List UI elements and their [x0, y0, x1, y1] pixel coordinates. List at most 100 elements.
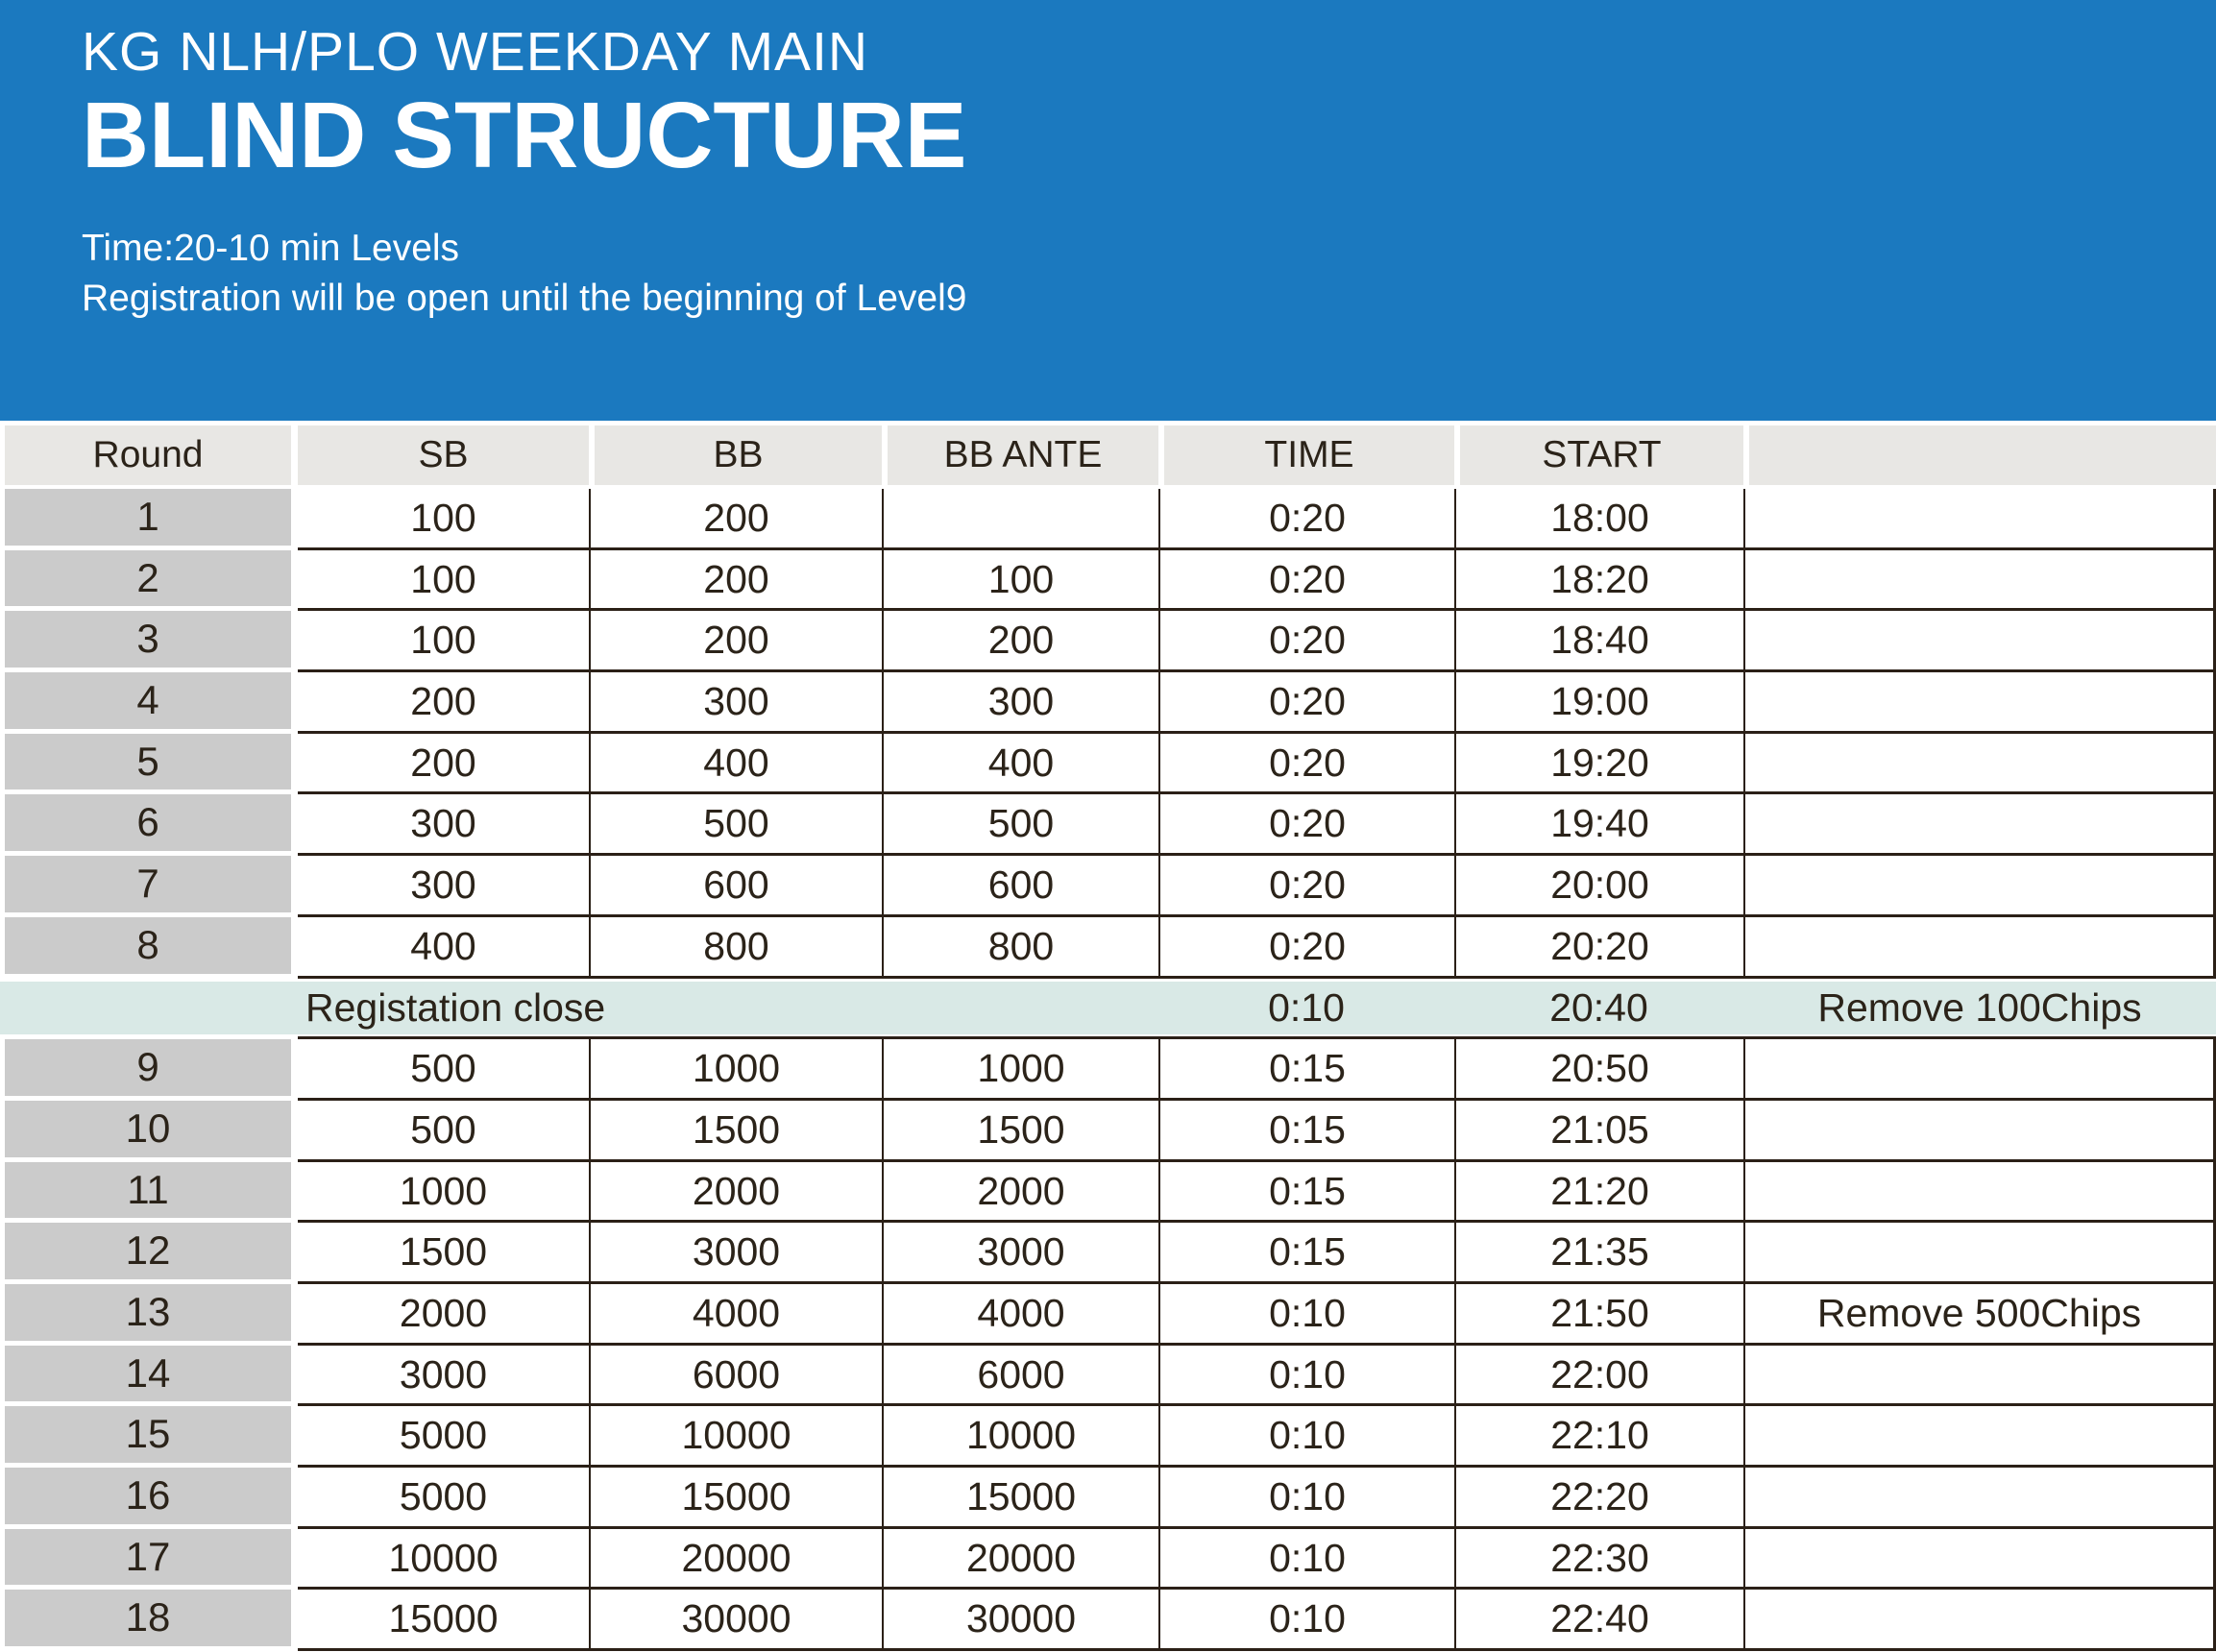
column-header-note — [1743, 425, 2216, 485]
bb-cell: 15000 — [589, 1468, 882, 1529]
time-cell: 0:20 — [1158, 549, 1454, 612]
start-cell: 22:00 — [1454, 1345, 1743, 1407]
start-cell: 19:40 — [1454, 794, 1743, 857]
bb-ante-cell: 100 — [882, 549, 1158, 612]
bb-cell: 300 — [589, 672, 882, 734]
table-row: 5 200 400 400 0:20 19:20 — [0, 733, 2216, 795]
row-data-area: 200 400 400 0:20 19:20 — [298, 733, 2216, 795]
row-data-area: 15000 30000 30000 0:10 22:40 — [298, 1590, 2216, 1652]
row-data-area: 1000 2000 2000 0:15 21:20 — [298, 1161, 2216, 1224]
sb-cell: 5000 — [298, 1468, 589, 1529]
table-row: 3 100 200 200 0:20 18:40 — [0, 611, 2216, 673]
header-data-area: SB BB BB ANTE TIME START — [298, 425, 2216, 485]
note-cell — [1743, 1161, 2216, 1224]
sb-cell: 3000 — [298, 1345, 589, 1407]
break-row-bottom-line — [298, 1036, 2216, 1040]
time-cell: 0:20 — [1158, 733, 1454, 795]
bb-cell: 200 — [589, 611, 882, 673]
round-cell: 10 — [0, 1100, 291, 1162]
note-cell: Remove 100Chips — [1817, 984, 2142, 1030]
table-row: 11 1000 2000 2000 0:15 21:20 — [0, 1161, 2216, 1224]
note-cell — [1743, 1528, 2216, 1591]
note-cell — [1743, 611, 2216, 673]
sb-cell: 100 — [298, 549, 589, 612]
time-cell: 0:15 — [1158, 1039, 1454, 1101]
bb-ante-cell: 6000 — [882, 1345, 1158, 1407]
bb-cell: 3000 — [589, 1223, 882, 1284]
column-header-bb-ante: BB ANTE — [882, 425, 1158, 485]
start-cell: 20:40 — [1549, 984, 1648, 1030]
sb-cell: 500 — [298, 1039, 589, 1101]
time-cell: 0:10 — [1158, 1345, 1454, 1407]
row-data-area: 100 200 100 0:20 18:20 — [298, 549, 2216, 612]
bb-cell: 600 — [589, 856, 882, 917]
time-cell: 0:15 — [1158, 1100, 1454, 1162]
time-cell: 0:10 — [1158, 1283, 1454, 1346]
start-cell: 19:20 — [1454, 733, 1743, 795]
note-cell — [1743, 1039, 2216, 1101]
bb-cell: 1000 — [589, 1039, 882, 1101]
start-cell: 20:50 — [1454, 1039, 1743, 1101]
table-body: 1 100 200 0:20 18:00 2 100 200 100 0:20 18:20 3 100 2… — [0, 489, 2216, 1652]
time-cell: 0:15 — [1158, 1223, 1454, 1284]
registration-close-row: Registation close 0:10 20:40 Remove 100Chip… — [0, 979, 2216, 1040]
row-data-area: 10000 20000 20000 0:10 22:30 — [298, 1528, 2216, 1591]
row-data-area: 300 600 600 0:20 20:00 — [298, 856, 2216, 917]
bb-ante-cell: 400 — [882, 733, 1158, 795]
time-cell: 0:10 — [1268, 984, 1345, 1030]
note-cell — [1743, 794, 2216, 857]
bb-cell: 500 — [589, 794, 882, 857]
row-data-area: 5000 15000 15000 0:10 22:20 — [298, 1468, 2216, 1529]
round-cell: 8 — [0, 916, 291, 979]
bb-cell: 200 — [589, 489, 882, 550]
bb-ante-cell: 4000 — [882, 1283, 1158, 1346]
bb-cell: 20000 — [589, 1528, 882, 1591]
start-cell: 18:00 — [1454, 489, 1743, 550]
start-cell: 22:40 — [1454, 1590, 1743, 1652]
table-row: 4 200 300 300 0:20 19:00 — [0, 672, 2216, 734]
break-row-background — [0, 981, 2216, 1035]
table-row: 7 300 600 600 0:20 20:00 — [0, 856, 2216, 917]
start-cell: 21:50 — [1454, 1283, 1743, 1346]
note-cell — [1743, 549, 2216, 612]
round-cell: 7 — [0, 856, 291, 917]
start-cell: 22:30 — [1454, 1528, 1743, 1591]
note-cell — [1743, 489, 2216, 550]
note-cell — [1743, 1406, 2216, 1468]
note-cell — [1743, 1590, 2216, 1652]
start-cell: 19:00 — [1454, 672, 1743, 734]
note-cell — [1743, 1100, 2216, 1162]
bb-ante-cell: 800 — [882, 916, 1158, 979]
time-cell: 0:20 — [1158, 611, 1454, 673]
table-row: 6 300 500 500 0:20 19:40 — [0, 794, 2216, 857]
start-cell: 21:20 — [1454, 1161, 1743, 1224]
round-cell: 17 — [0, 1528, 291, 1591]
round-cell: 6 — [0, 794, 291, 857]
table-row: 15 5000 10000 10000 0:10 22:10 — [0, 1406, 2216, 1468]
time-cell: 0:20 — [1158, 794, 1454, 857]
bb-cell: 800 — [589, 916, 882, 979]
round-cell: 15 — [0, 1406, 291, 1468]
column-header-time: TIME — [1158, 425, 1454, 485]
blind-structure-table: Round SB BB BB ANTE TIME START 1 100 200 0:… — [0, 425, 2216, 1652]
bb-ante-cell: 200 — [882, 611, 1158, 673]
bb-ante-cell: 3000 — [882, 1223, 1158, 1284]
round-cell: 5 — [0, 733, 291, 795]
time-cell: 0:20 — [1158, 672, 1454, 734]
header-banner: KG NLH/PLO WEEKDAY MAIN BLIND STRUCTURE … — [0, 0, 2216, 421]
time-cell: 0:10 — [1158, 1528, 1454, 1591]
round-cell: 13 — [0, 1283, 291, 1346]
note-cell — [1743, 1345, 2216, 1407]
time-cell: 0:20 — [1158, 489, 1454, 550]
bb-ante-cell: 20000 — [882, 1528, 1158, 1591]
bb-ante-cell: 2000 — [882, 1161, 1158, 1224]
table-row: 9 500 1000 1000 0:15 20:50 — [0, 1039, 2216, 1101]
column-header-round: Round — [0, 425, 291, 485]
time-cell: 0:20 — [1158, 916, 1454, 979]
round-cell: 16 — [0, 1468, 291, 1529]
sb-cell: 300 — [298, 856, 589, 917]
note-cell — [1743, 1223, 2216, 1284]
bb-cell: 400 — [589, 733, 882, 795]
row-data-area: 3000 6000 6000 0:10 22:00 — [298, 1345, 2216, 1407]
round-cell: 11 — [0, 1161, 291, 1224]
